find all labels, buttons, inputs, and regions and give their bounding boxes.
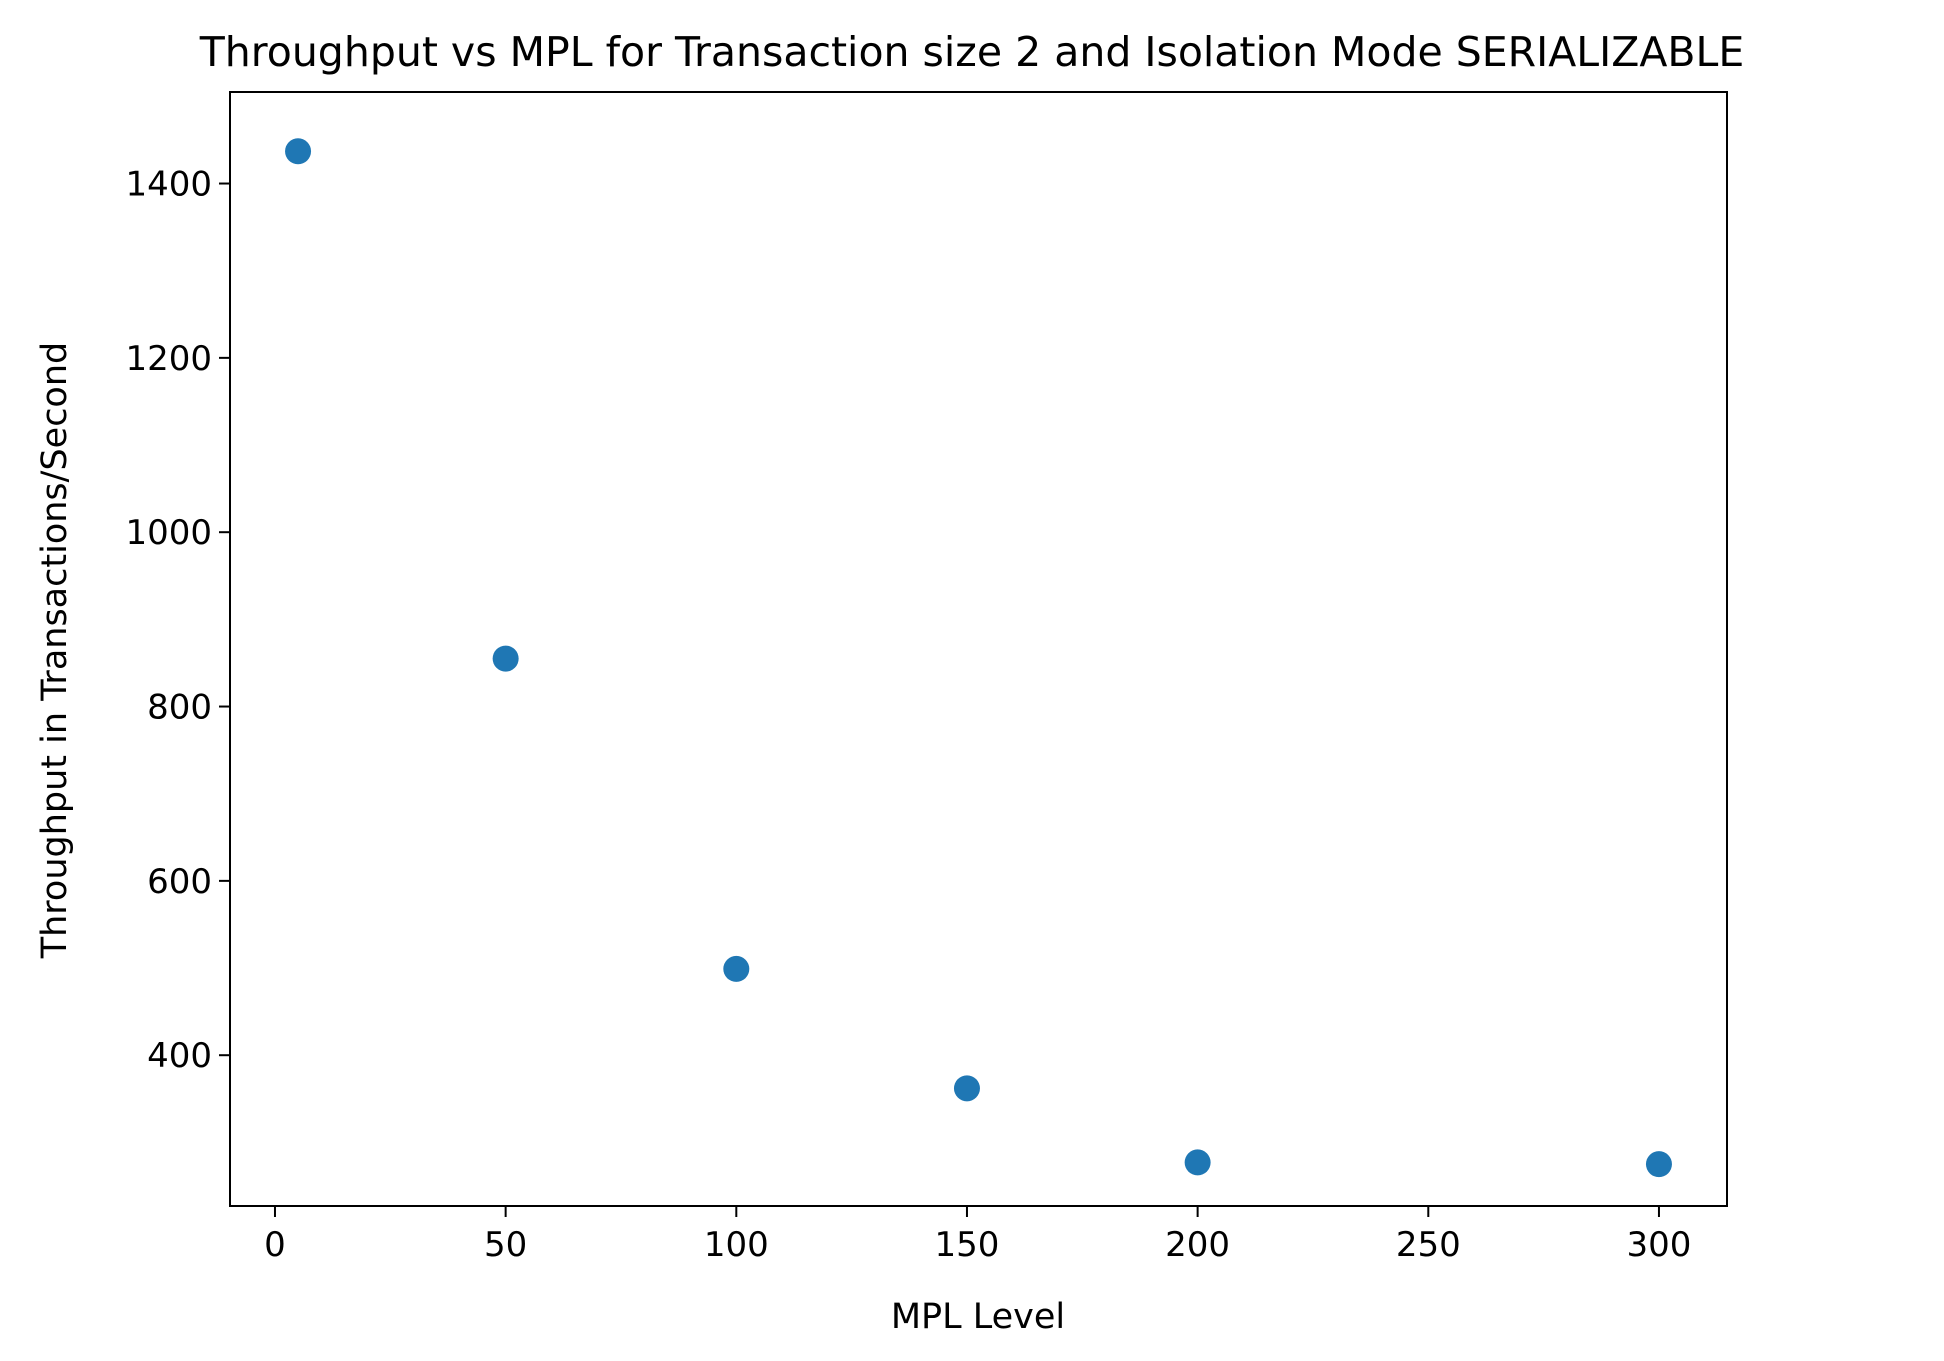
x-tick-label: 50 bbox=[484, 1225, 527, 1265]
data-point bbox=[953, 1075, 980, 1102]
chart-title: Throughput vs MPL for Transaction size 2… bbox=[199, 28, 1745, 76]
data-point bbox=[492, 645, 519, 672]
x-tick-label: 0 bbox=[264, 1225, 286, 1265]
y-tick-label: 1200 bbox=[125, 339, 212, 379]
y-axis: 400 600 800 1000 1200 1400 bbox=[125, 165, 230, 1076]
x-tick-label: 300 bbox=[1627, 1225, 1692, 1265]
y-tick-label: 800 bbox=[147, 688, 212, 728]
y-axis-label: Throughput in Transactions/Second bbox=[35, 342, 75, 960]
y-tick-label: 1000 bbox=[125, 513, 212, 553]
data-points bbox=[285, 138, 1672, 1178]
y-tick-label: 600 bbox=[147, 862, 212, 902]
plot-area-frame bbox=[229, 91, 1728, 1207]
data-point bbox=[1645, 1151, 1672, 1178]
x-axis: 0 50 100 150 200 250 300 bbox=[264, 1206, 1691, 1265]
y-tick-label: 1400 bbox=[125, 165, 212, 205]
x-tick-label: 200 bbox=[1165, 1225, 1230, 1265]
x-axis-label: MPL Level bbox=[891, 1297, 1065, 1337]
data-point bbox=[1184, 1149, 1211, 1176]
data-point bbox=[285, 138, 312, 165]
x-tick-label: 250 bbox=[1396, 1225, 1461, 1265]
data-point bbox=[723, 955, 750, 982]
x-tick-label: 100 bbox=[704, 1225, 769, 1265]
y-tick-label: 400 bbox=[147, 1036, 212, 1076]
x-tick-label: 150 bbox=[935, 1225, 1000, 1265]
